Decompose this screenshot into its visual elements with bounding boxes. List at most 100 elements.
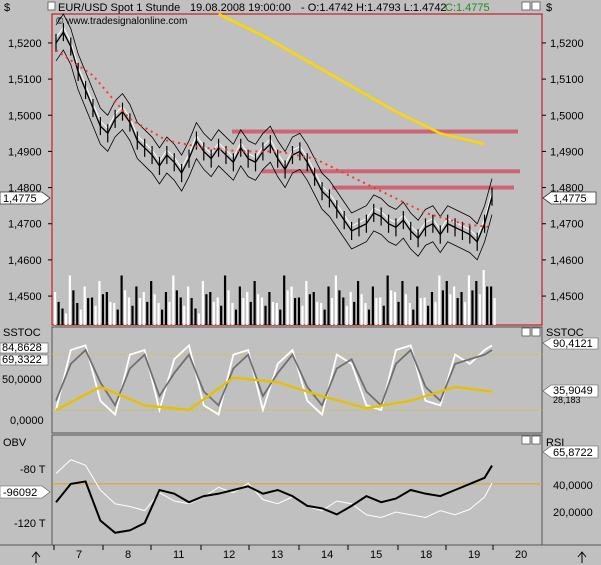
collapse-icon[interactable] — [47, 1, 56, 11]
unit-symbol-left: $ — [4, 2, 10, 14]
obv-close-icon[interactable] — [531, 435, 541, 445]
ma-200 — [218, 12, 485, 146]
stoch-right-label-3: 28,183 — [553, 395, 581, 405]
volume-bar — [408, 303, 411, 325]
volume-bar — [127, 297, 131, 325]
volume-bar — [482, 270, 485, 325]
volume-bar — [146, 301, 149, 325]
volume-bar — [371, 286, 374, 325]
price-tick-left: 1,4500 — [8, 291, 42, 303]
volume-bar — [460, 292, 463, 325]
volume-bar — [353, 301, 356, 325]
stoch-left-label-2: 69,3322 — [2, 354, 42, 366]
scroll-left-icon[interactable] — [31, 551, 41, 563]
volume-bar — [234, 309, 238, 325]
volume-bar — [124, 290, 127, 325]
volume-bar — [268, 292, 271, 325]
volume-bar — [297, 297, 301, 325]
bollinger-lower — [55, 49, 493, 261]
price-tick-right: 1,4900 — [550, 146, 584, 158]
obv-series — [52, 459, 542, 534]
volume-bar — [386, 275, 389, 325]
resistance-level — [262, 169, 520, 174]
volume-bar — [190, 298, 193, 325]
price-tick-right: 1,4600 — [550, 255, 584, 267]
volume-bar — [283, 275, 286, 325]
x-tick-label: 20 — [515, 549, 527, 561]
obv-settings-icon[interactable] — [521, 435, 531, 445]
volume-bar — [308, 294, 311, 325]
volume-bar — [360, 294, 363, 325]
stoch-left-label-1: 84,8628 — [2, 342, 42, 354]
volume-bar — [445, 281, 448, 325]
volume-bar — [242, 298, 245, 325]
volume-bar — [61, 308, 64, 325]
price-tick-right: 1,5000 — [550, 110, 584, 122]
stoch-line — [55, 376, 493, 412]
volume-bar — [257, 294, 260, 325]
x-tick-label: 7 — [76, 549, 82, 561]
panel-close-icon[interactable] — [531, 1, 541, 11]
scroll-right-icon[interactable] — [577, 551, 587, 563]
volume-bar — [179, 297, 182, 325]
x-tick-label: 13 — [271, 549, 283, 561]
volume-bar — [279, 309, 282, 325]
header-ohlc: - O:1.4742 H:1.4793 L:1.4742 — [301, 2, 447, 14]
volume-bar — [275, 303, 278, 325]
volume-bar — [382, 305, 385, 325]
volume-bar — [493, 298, 496, 325]
obv-left-label-3: -120 T — [14, 518, 46, 530]
x-tick-label: 18 — [420, 549, 432, 561]
stoch-settings-icon[interactable] — [521, 327, 531, 337]
volume-bar — [194, 308, 197, 325]
price-tick-left: 1,4700 — [8, 219, 42, 231]
volume-bar — [290, 286, 293, 325]
volume-bar — [249, 301, 252, 325]
volume-bar — [76, 303, 79, 325]
volume-bar — [160, 309, 164, 325]
volume-bar — [72, 290, 75, 325]
volume-bar — [393, 292, 397, 325]
price-tick-left: 1,4800 — [8, 183, 42, 195]
stoch-close-icon[interactable] — [531, 327, 541, 337]
volume-bar — [456, 298, 459, 325]
price-tick-right: 1,4700 — [550, 219, 584, 231]
resistance-level — [232, 129, 518, 134]
unit-symbol-right: $ — [546, 2, 552, 14]
panel-settings-icon[interactable] — [521, 1, 531, 11]
volume-bar — [367, 309, 371, 325]
volume-bar — [338, 290, 341, 325]
volume-bar — [320, 303, 323, 325]
volume-bar — [441, 290, 444, 325]
stoch-right-label-1: 90,4121 — [553, 338, 593, 350]
current-value-tag-left — [0, 191, 51, 205]
price-tick-left: 1,4900 — [8, 146, 42, 158]
x-tick-label: 8 — [125, 549, 131, 561]
price-tick-left: 1,5000 — [8, 110, 42, 122]
volume-bar — [187, 286, 190, 325]
moving-averages — [55, 12, 493, 229]
volume-bar — [209, 292, 212, 325]
volume-bar — [404, 294, 408, 325]
obv-right-label-1: 65,8722 — [553, 447, 593, 459]
volume-bar — [463, 301, 467, 325]
volume-bar — [90, 297, 94, 325]
volume-bar — [323, 309, 326, 325]
volume-bar — [293, 298, 297, 325]
volume-bar — [364, 303, 367, 325]
obv-line — [55, 465, 493, 534]
volume-bar — [168, 301, 171, 325]
volume-bar — [142, 292, 145, 325]
volume-bar — [175, 290, 178, 325]
volume-bar — [64, 313, 68, 325]
volume-bar — [312, 292, 315, 325]
stoch-panel — [51, 326, 543, 434]
price-tick-right: 1,4800 — [550, 183, 584, 195]
volume-bar — [264, 305, 267, 325]
bollinger-mid — [55, 26, 493, 238]
volume-bar — [416, 286, 419, 325]
obv-right-label-2: 40,0000 — [553, 480, 593, 492]
x-tick-label: 15 — [370, 549, 382, 561]
volume-bar — [57, 301, 60, 325]
